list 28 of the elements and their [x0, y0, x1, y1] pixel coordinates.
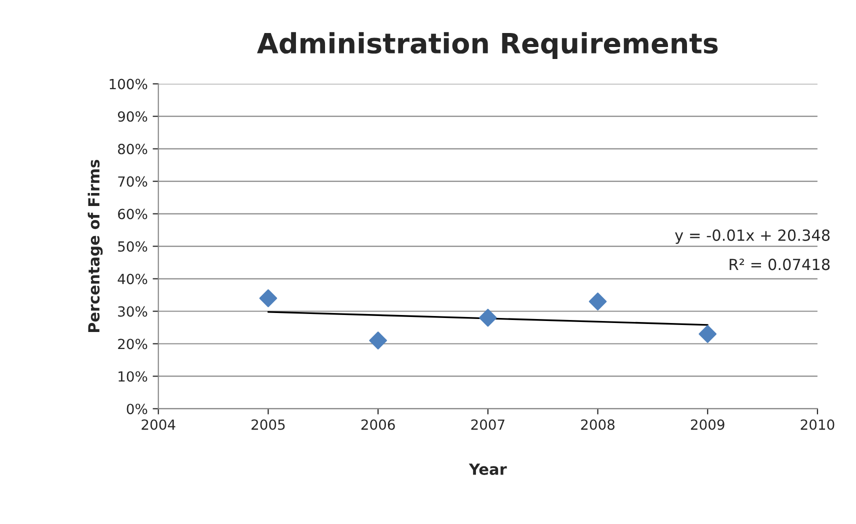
y-tick-label: 100% [110, 78, 148, 90]
y-tick-label: 30% [118, 306, 148, 317]
x-tick-label: 2005 [252, 419, 285, 430]
x-tick-label: 2008 [581, 419, 614, 430]
y-tick-label: 60% [118, 208, 148, 220]
point [479, 308, 497, 327]
y-tick-label: 40% [118, 274, 148, 284]
y-axis-title: Percentage of Firms [88, 160, 103, 332]
x-tick-label: 2006 [361, 419, 395, 430]
y-tick-label: 80% [118, 144, 148, 154]
y-tick-label: 50% [118, 241, 148, 252]
x-tick-label: 2007 [471, 419, 504, 430]
annotation: y = -0.01x + 20.348 [675, 229, 830, 244]
point [588, 292, 607, 310]
y-tick-label: 90% [118, 111, 148, 122]
x-tick-label: 2004 [142, 419, 176, 430]
y-tick-label: 10% [118, 371, 148, 382]
y-tick-label: 70% [118, 176, 148, 187]
x-tick-label: 2010 [800, 419, 834, 430]
y-tick-label: 0% [126, 404, 148, 414]
x-axis-title: Year [468, 464, 507, 475]
point [259, 289, 278, 308]
annotation: R² = 0.07418 [730, 258, 830, 270]
chart-title: Administration Requirements [257, 32, 718, 60]
point [698, 325, 717, 343]
x-tick-label: 2009 [690, 419, 724, 430]
y-tick-label: 20% [118, 338, 148, 350]
point [369, 332, 387, 350]
